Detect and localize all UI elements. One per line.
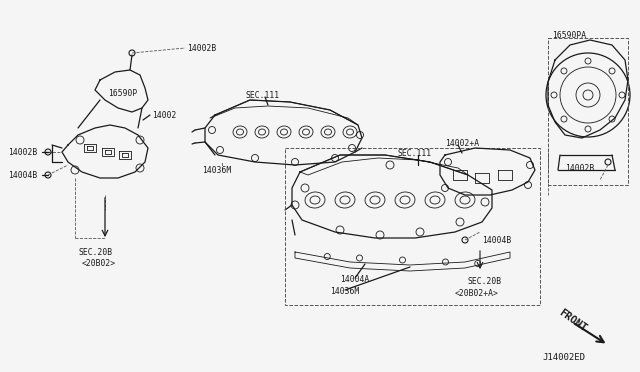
Text: SEC.20B: SEC.20B xyxy=(468,278,502,286)
Text: 14002+A: 14002+A xyxy=(445,138,479,148)
Text: 14004A: 14004A xyxy=(340,276,369,285)
Text: FRONT: FRONT xyxy=(557,308,588,334)
Text: SEC.111: SEC.111 xyxy=(245,90,279,99)
Text: SEC.20B: SEC.20B xyxy=(78,247,112,257)
Text: 14004B: 14004B xyxy=(482,235,511,244)
Text: SEC.111: SEC.111 xyxy=(398,148,432,157)
Text: 16590P: 16590P xyxy=(108,89,137,97)
Text: <20B02+A>: <20B02+A> xyxy=(455,289,499,298)
Text: 16590PA: 16590PA xyxy=(552,31,586,39)
Text: J14002ED: J14002ED xyxy=(542,353,585,362)
Text: 14004B: 14004B xyxy=(8,170,37,180)
Text: 14002B: 14002B xyxy=(187,44,216,52)
Text: 14036M: 14036M xyxy=(202,166,231,174)
Text: 14002B: 14002B xyxy=(565,164,595,173)
Text: 14002B: 14002B xyxy=(8,148,37,157)
Text: <20B02>: <20B02> xyxy=(82,259,116,267)
Text: 14036M: 14036M xyxy=(330,288,359,296)
Text: 14002: 14002 xyxy=(152,110,177,119)
